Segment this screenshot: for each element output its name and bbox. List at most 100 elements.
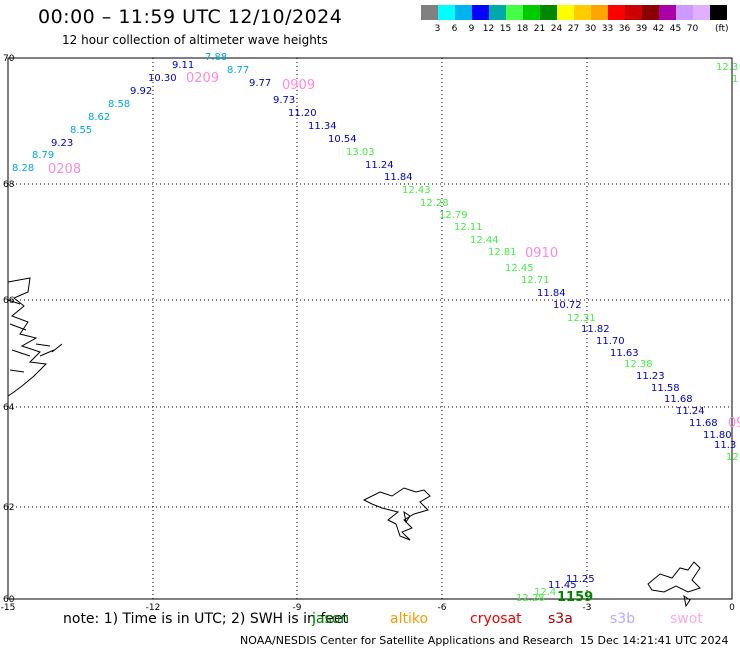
map-grid bbox=[7, 57, 733, 600]
footer-credit: NOAA/NESDIS Center for Satellite Applica… bbox=[240, 634, 574, 647]
longitude-label: -15 bbox=[1, 603, 16, 613]
wave-height-value: 11.20 bbox=[288, 108, 317, 119]
legend-label: 36 bbox=[618, 24, 631, 34]
latitude-label: 70 bbox=[3, 54, 15, 64]
longitude-label: -12 bbox=[146, 603, 161, 613]
latitude-label: 64 bbox=[3, 403, 15, 413]
pass-time-label: 0909 bbox=[282, 78, 315, 93]
legend-swatch bbox=[608, 5, 625, 20]
page-subtitle: 12 hour collection of altimeter wave hei… bbox=[62, 33, 328, 47]
legend-label: 24 bbox=[550, 24, 563, 34]
pass-time-label: 0208 bbox=[48, 162, 81, 177]
legend-swatch bbox=[693, 5, 710, 20]
legend-swatch bbox=[421, 5, 438, 20]
wave-height-value: 12.28 bbox=[420, 198, 449, 209]
legend-label: 6 bbox=[451, 24, 458, 34]
satellite-cryosat: cryosat bbox=[470, 611, 522, 627]
note-text: note: 1) Time is in UTC; 2) SWH is in fe… bbox=[63, 611, 349, 627]
latitude-labels: 70 68 66 64 62 60 bbox=[3, 54, 15, 605]
wave-height-value: 11.68 bbox=[689, 418, 718, 429]
wave-height-value: 9.23 bbox=[51, 138, 73, 149]
wave-height-value: 8.58 bbox=[108, 99, 130, 110]
legend-label: 15 bbox=[499, 24, 512, 34]
latitude-label: 68 bbox=[3, 180, 15, 190]
legend-swatch bbox=[642, 5, 659, 20]
shetland-islet bbox=[683, 594, 691, 608]
legend-label: 39 bbox=[635, 24, 648, 34]
wave-height-value: 11.80 bbox=[703, 430, 732, 441]
wave-height-value: 12.81 bbox=[488, 247, 517, 258]
longitude-labels: -15 -12 -9 -6 -3 0 bbox=[1, 603, 735, 613]
wave-height-value: 12.3 bbox=[716, 62, 738, 73]
wave-height-value: 9.92 bbox=[130, 86, 152, 97]
wave-height-value: 11.23 bbox=[636, 371, 665, 382]
legend-swatch bbox=[506, 5, 523, 20]
page-title: 00:00 – 11:59 UTC 12/10/2024 bbox=[38, 6, 343, 28]
legend-swatch bbox=[438, 5, 455, 20]
legend-label: 21 bbox=[533, 24, 546, 34]
wave-height-value: 8.55 bbox=[70, 125, 92, 136]
greenland-coast bbox=[7, 277, 48, 397]
wave-height-value: 12.31 bbox=[567, 313, 596, 324]
latitude-label: 60 bbox=[3, 595, 15, 605]
faroe-islands bbox=[362, 487, 431, 541]
pass-time-label: 0910 bbox=[525, 246, 558, 261]
wave-height-value: 12.4 bbox=[534, 587, 556, 598]
legend-swatch bbox=[523, 5, 540, 20]
longitude-label: 0 bbox=[729, 603, 735, 613]
satellite-jason: jason bbox=[312, 611, 350, 627]
legend-label: 3 bbox=[434, 24, 441, 34]
legend-label: 70 bbox=[686, 24, 699, 34]
wave-height-value: 11.24 bbox=[676, 406, 705, 417]
legend-swatch bbox=[676, 5, 693, 20]
footer-timestamp: 15 Dec 14:21:41 UTC 2024 bbox=[580, 634, 729, 647]
coastlines bbox=[7, 277, 701, 608]
wave-height-value: 12.11 bbox=[454, 222, 483, 233]
wave-height-value: 11.63 bbox=[610, 348, 639, 359]
wave-height-value: 12.44 bbox=[470, 235, 499, 246]
longitude-label: -9 bbox=[293, 603, 302, 613]
wave-height-value: 8.77 bbox=[227, 65, 249, 76]
wave-height-value: 12.43 bbox=[402, 185, 431, 196]
wave-height-value: 11.58 bbox=[651, 383, 680, 394]
wave-height-value: 11.25 bbox=[566, 574, 595, 585]
legend-label: 12 bbox=[482, 24, 495, 34]
wave-height-value: 8.62 bbox=[88, 112, 110, 123]
legend-label: 42 bbox=[652, 24, 665, 34]
wave-height-value: 11.84 bbox=[384, 172, 413, 183]
wave-height-value: 10.30 bbox=[148, 73, 177, 84]
pass-time-label: 0209 bbox=[186, 71, 219, 86]
wave-height-value: 12.71 bbox=[521, 275, 550, 286]
wave-height-value: 1 bbox=[732, 74, 738, 85]
legend-label: 30 bbox=[584, 24, 597, 34]
wave-height-value: 10.72 bbox=[553, 300, 582, 311]
wave-height-value: 10.54 bbox=[328, 134, 357, 145]
wave-height-value: 9.73 bbox=[273, 95, 295, 106]
legend-swatch bbox=[574, 5, 591, 20]
wave-height-value: 9.77 bbox=[249, 78, 271, 89]
pass-time-label: 09 bbox=[728, 416, 740, 431]
longitude-label: -6 bbox=[438, 603, 447, 613]
wave-height-value: 11.3 bbox=[714, 440, 736, 451]
wave-height-value: 12.79 bbox=[439, 210, 468, 221]
wave-height-value: 9.11 bbox=[172, 60, 194, 71]
legend-label: 18 bbox=[516, 24, 529, 34]
legend-swatch bbox=[540, 5, 557, 20]
longitude-label: -3 bbox=[583, 603, 592, 613]
legend-label: 33 bbox=[601, 24, 614, 34]
legend-swatch bbox=[557, 5, 574, 20]
satellite-s3a: s3a bbox=[548, 611, 573, 627]
wave-height-value: 12. bbox=[726, 452, 740, 463]
wave-height-value: 11.84 bbox=[537, 288, 566, 299]
wave-height-value: 11.45 bbox=[548, 580, 577, 591]
wave-height-value: 13.03 bbox=[346, 147, 375, 158]
wave-height-value: 12.28 bbox=[516, 593, 545, 604]
legend-unit: (ft) bbox=[715, 24, 729, 34]
greenland-coast-inner bbox=[7, 299, 63, 373]
satellite-swot: swot bbox=[670, 611, 703, 627]
shetland-islands bbox=[647, 561, 701, 593]
wave-height-value: 11.70 bbox=[596, 336, 625, 347]
legend-swatch bbox=[659, 5, 676, 20]
latitude-label: 66 bbox=[3, 296, 15, 306]
map-frame bbox=[7, 57, 733, 600]
